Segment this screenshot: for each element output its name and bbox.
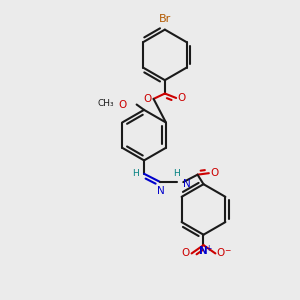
Text: H: H (132, 169, 139, 178)
Text: −: − (224, 247, 230, 256)
Text: H: H (173, 169, 180, 178)
Text: N: N (183, 178, 191, 189)
Text: O: O (182, 248, 190, 258)
Text: O: O (143, 94, 152, 104)
Text: Br: Br (159, 14, 171, 24)
Text: N: N (199, 246, 208, 256)
Text: O: O (119, 100, 127, 110)
Text: N: N (157, 186, 164, 196)
Text: O: O (210, 168, 219, 178)
Text: O: O (217, 248, 225, 258)
Text: CH₃: CH₃ (98, 98, 114, 107)
Text: +: + (206, 244, 212, 253)
Text: O: O (178, 93, 186, 103)
